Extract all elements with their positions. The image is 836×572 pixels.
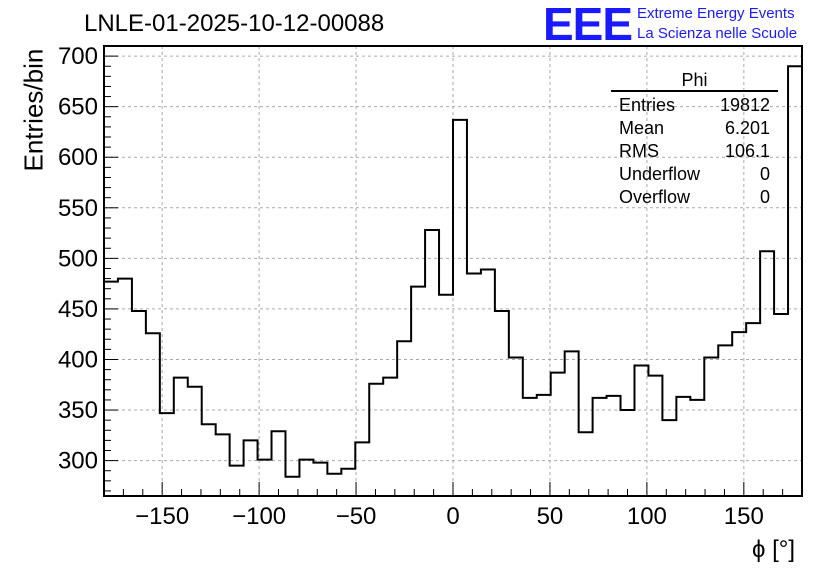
histogram-bin <box>383 378 397 496</box>
histogram-bin <box>118 279 132 496</box>
histogram-bin <box>188 387 202 496</box>
histogram-bin <box>104 282 118 496</box>
stats-label: RMS <box>619 141 659 161</box>
histogram-bin <box>202 424 216 496</box>
histogram-bin <box>355 442 369 496</box>
histogram-bin <box>272 431 286 496</box>
histogram-bin <box>258 460 272 496</box>
stats-value: 19812 <box>719 95 770 115</box>
histogram-bin <box>746 323 760 496</box>
y-tick-label: 300 <box>58 448 98 475</box>
axis-ticks <box>104 45 784 496</box>
histogram-bin <box>579 432 593 496</box>
histogram-bin <box>509 357 523 496</box>
histogram-bin <box>244 440 258 496</box>
logo-text-line-1: Extreme Energy Events <box>637 5 795 22</box>
x-axis-label: ϕ [°] <box>752 536 796 563</box>
histogram-bin <box>537 395 551 496</box>
eee-logo: EEE <box>543 0 633 50</box>
histogram-bin <box>160 413 174 496</box>
histogram-bin <box>425 230 439 496</box>
y-tick-label: 700 <box>58 43 98 70</box>
stats-row-mean: Mean 6.201 <box>611 117 778 140</box>
y-axis-label: Entries/bin <box>18 48 49 172</box>
stats-row-overflow: Overflow 0 <box>611 186 778 209</box>
y-tick-label: 500 <box>58 245 98 272</box>
histogram-bin <box>593 398 607 496</box>
y-tick-label: 350 <box>58 397 98 424</box>
y-tick-label: 650 <box>58 94 98 121</box>
histogram-bin <box>788 66 802 496</box>
stats-value: 6.201 <box>724 118 770 138</box>
stats-divider <box>611 90 778 92</box>
stats-box: Phi Entries 19812 Mean 6.201 RMS 106.1 U… <box>611 70 778 209</box>
histogram-bin <box>704 357 718 496</box>
histogram-bin <box>216 434 230 496</box>
histogram-bin <box>411 287 425 496</box>
histogram-bin <box>397 341 411 496</box>
y-tick-label: 400 <box>58 346 98 373</box>
histogram-bin <box>453 120 467 496</box>
stats-label: Overflow <box>619 187 691 207</box>
histogram-bin <box>662 420 676 496</box>
stats-value: 106.1 <box>724 141 770 161</box>
histogram-bin <box>523 398 537 496</box>
histogram-bin <box>565 351 579 496</box>
tick-labels: −150 −100 −50 0 50 100 150 300 350 400 450 500 550 60… <box>58 43 764 530</box>
histogram-bin <box>299 460 313 496</box>
x-tick-label: 100 <box>627 503 667 530</box>
stats-value: 0 <box>759 164 770 184</box>
x-tick-label: −50 <box>336 503 377 530</box>
histogram-bin <box>467 274 481 496</box>
run-title: LNLE-01-2025-10-12-00088 <box>84 10 385 37</box>
y-tick-label: 600 <box>58 144 98 171</box>
histogram-bin <box>146 333 160 496</box>
stats-value: 0 <box>759 187 770 207</box>
histogram-bin <box>690 400 704 496</box>
histogram-bin <box>313 463 327 496</box>
histogram-bin <box>132 311 146 496</box>
histogram-bin <box>774 314 788 496</box>
histogram-bin <box>369 384 383 496</box>
x-tick-label: −100 <box>232 503 286 530</box>
histogram-bin <box>285 477 299 496</box>
stats-label: Entries <box>619 95 676 115</box>
logo-text-line-2: La Scienza nelle Scuole <box>637 25 798 42</box>
histogram-bin <box>341 469 355 496</box>
histogram-bin <box>607 396 621 496</box>
x-tick-label: 50 <box>537 503 564 530</box>
y-tick-label: 450 <box>58 296 98 323</box>
stats-row-underflow: Underflow 0 <box>611 163 778 186</box>
histogram-bin <box>760 251 774 496</box>
histogram-bin <box>634 366 648 496</box>
stats-title: Phi <box>681 70 708 90</box>
histogram-bin <box>621 410 635 496</box>
histogram-bin <box>718 345 732 496</box>
histogram-bin <box>439 295 453 496</box>
histogram-bin <box>732 332 746 496</box>
histogram-step-line <box>104 65 802 478</box>
stats-label: Mean <box>619 118 665 138</box>
stats-row-entries: Entries 19812 <box>611 94 778 117</box>
x-tick-label: 150 <box>724 503 764 530</box>
histogram-bin <box>551 373 565 496</box>
stats-label: Underflow <box>619 164 701 184</box>
histogram-bin <box>481 269 495 496</box>
histogram-bin <box>327 474 341 496</box>
histogram-bin <box>676 397 690 496</box>
histogram-bin <box>174 378 188 496</box>
histogram-bin <box>230 466 244 496</box>
stats-row-rms: RMS 106.1 <box>611 140 778 163</box>
x-tick-label: 0 <box>446 503 459 530</box>
y-tick-label: 550 <box>58 195 98 222</box>
histogram-bin <box>648 376 662 496</box>
histogram-bin <box>495 311 509 496</box>
x-tick-label: −150 <box>135 503 189 530</box>
